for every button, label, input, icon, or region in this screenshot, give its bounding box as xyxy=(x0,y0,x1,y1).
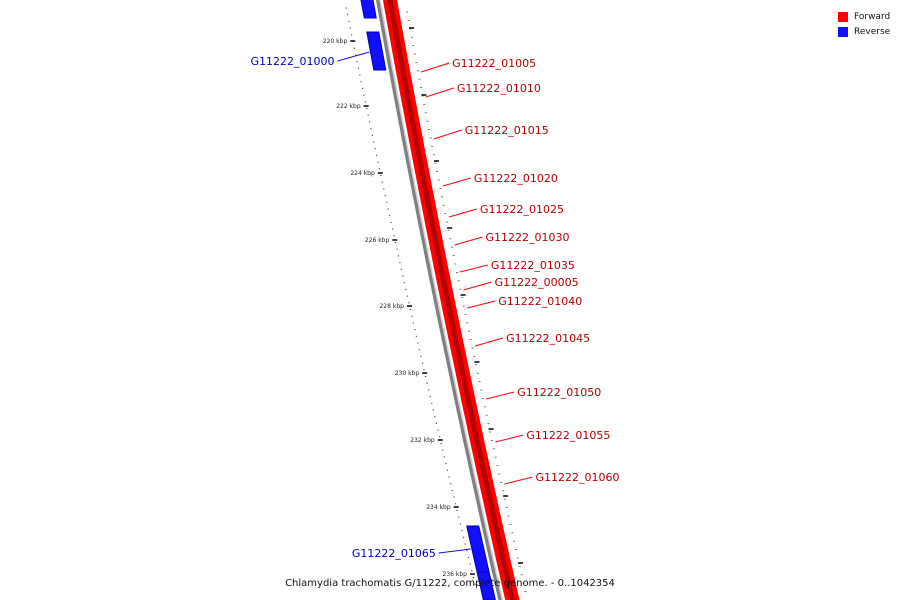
forward-leader-line xyxy=(459,264,489,273)
forward-leader-line xyxy=(454,236,483,246)
reverse-gene xyxy=(360,0,377,19)
forward-gene-label: G11222_01030 xyxy=(486,231,570,244)
legend-forward-label: Forward xyxy=(854,11,891,22)
forward-gene-label: G11222_01025 xyxy=(480,203,564,216)
reverse-leader-line xyxy=(337,51,370,62)
reverse-gene-label: G11222_01000 xyxy=(250,55,334,68)
forward-gene-label: G11222_01055 xyxy=(526,429,610,442)
scale-label: 224 kbp xyxy=(350,170,375,177)
forward-gene-label: G11222_01035 xyxy=(491,259,575,272)
reverse-leader-line xyxy=(438,548,471,554)
forward-gene-label: G11222_01045 xyxy=(506,332,590,345)
forward-gene-label: G11222_01040 xyxy=(498,295,582,308)
forward-gene-label: G11222_01060 xyxy=(535,471,619,484)
reverse-gene xyxy=(476,571,496,600)
forward-leader-line xyxy=(486,391,515,400)
forward-leader-line xyxy=(442,177,472,187)
reverse-gene xyxy=(366,31,387,71)
forward-leader-line xyxy=(448,208,478,218)
scale-label: 236 kbp xyxy=(443,571,468,578)
reverse-strand-track xyxy=(360,0,496,600)
legend-reverse-label: Reverse xyxy=(854,26,891,37)
reverse-swatch xyxy=(838,26,848,37)
backbone-track xyxy=(375,0,504,600)
forward-leader-line xyxy=(421,62,450,73)
forward-gene-label: G11222_01015 xyxy=(465,124,549,137)
forward-gene-label: G11222_01010 xyxy=(457,82,541,95)
forward-gene-label: G11222_01005 xyxy=(452,57,536,70)
forward-leader-line xyxy=(433,129,462,140)
scale-ticks: 220 kbp 222 kbp 224 kbp 226 kbp 228 kbp 230 k… xyxy=(323,7,527,592)
forward-strand-track xyxy=(382,0,520,600)
forward-leader-line xyxy=(467,300,496,309)
genome-title: Chlamydia trachomatis G/11222, complete … xyxy=(285,578,615,589)
legend-reverse: Reverse xyxy=(838,24,900,39)
scale-label: 226 kbp xyxy=(365,237,390,244)
scale-label: 234 kbp xyxy=(426,504,451,511)
scale-label: 228 kbp xyxy=(379,303,404,310)
forward-leader-line xyxy=(474,337,504,347)
forward-leader-line xyxy=(504,476,533,485)
forward-swatch xyxy=(838,11,848,22)
forward-gene-label: G11222_01020 xyxy=(474,172,558,185)
forward-gene-label: G11222_01050 xyxy=(517,386,601,399)
legend: Forward Reverse xyxy=(838,9,900,39)
scale-label: 230 kbp xyxy=(395,370,420,377)
legend-forward: Forward xyxy=(838,9,900,24)
backbone-line xyxy=(375,0,503,600)
forward-leader-line xyxy=(463,281,492,291)
scale-label: 222 kbp xyxy=(336,103,361,110)
forward-leader-line xyxy=(425,87,454,98)
forward-gene-band-core xyxy=(387,0,515,600)
reverse-gene-label: G11222_01065 xyxy=(352,547,436,560)
backbone-highlight xyxy=(379,0,504,600)
scale-label: 232 kbp xyxy=(410,437,435,444)
gene-labels: G11222_01005 G11222_01010 G11222_01015 G112… xyxy=(250,51,620,560)
forward-gene-label: G11222_00005 xyxy=(495,276,579,289)
scale-label: 220 kbp xyxy=(323,38,348,45)
forward-leader-line xyxy=(495,434,524,443)
